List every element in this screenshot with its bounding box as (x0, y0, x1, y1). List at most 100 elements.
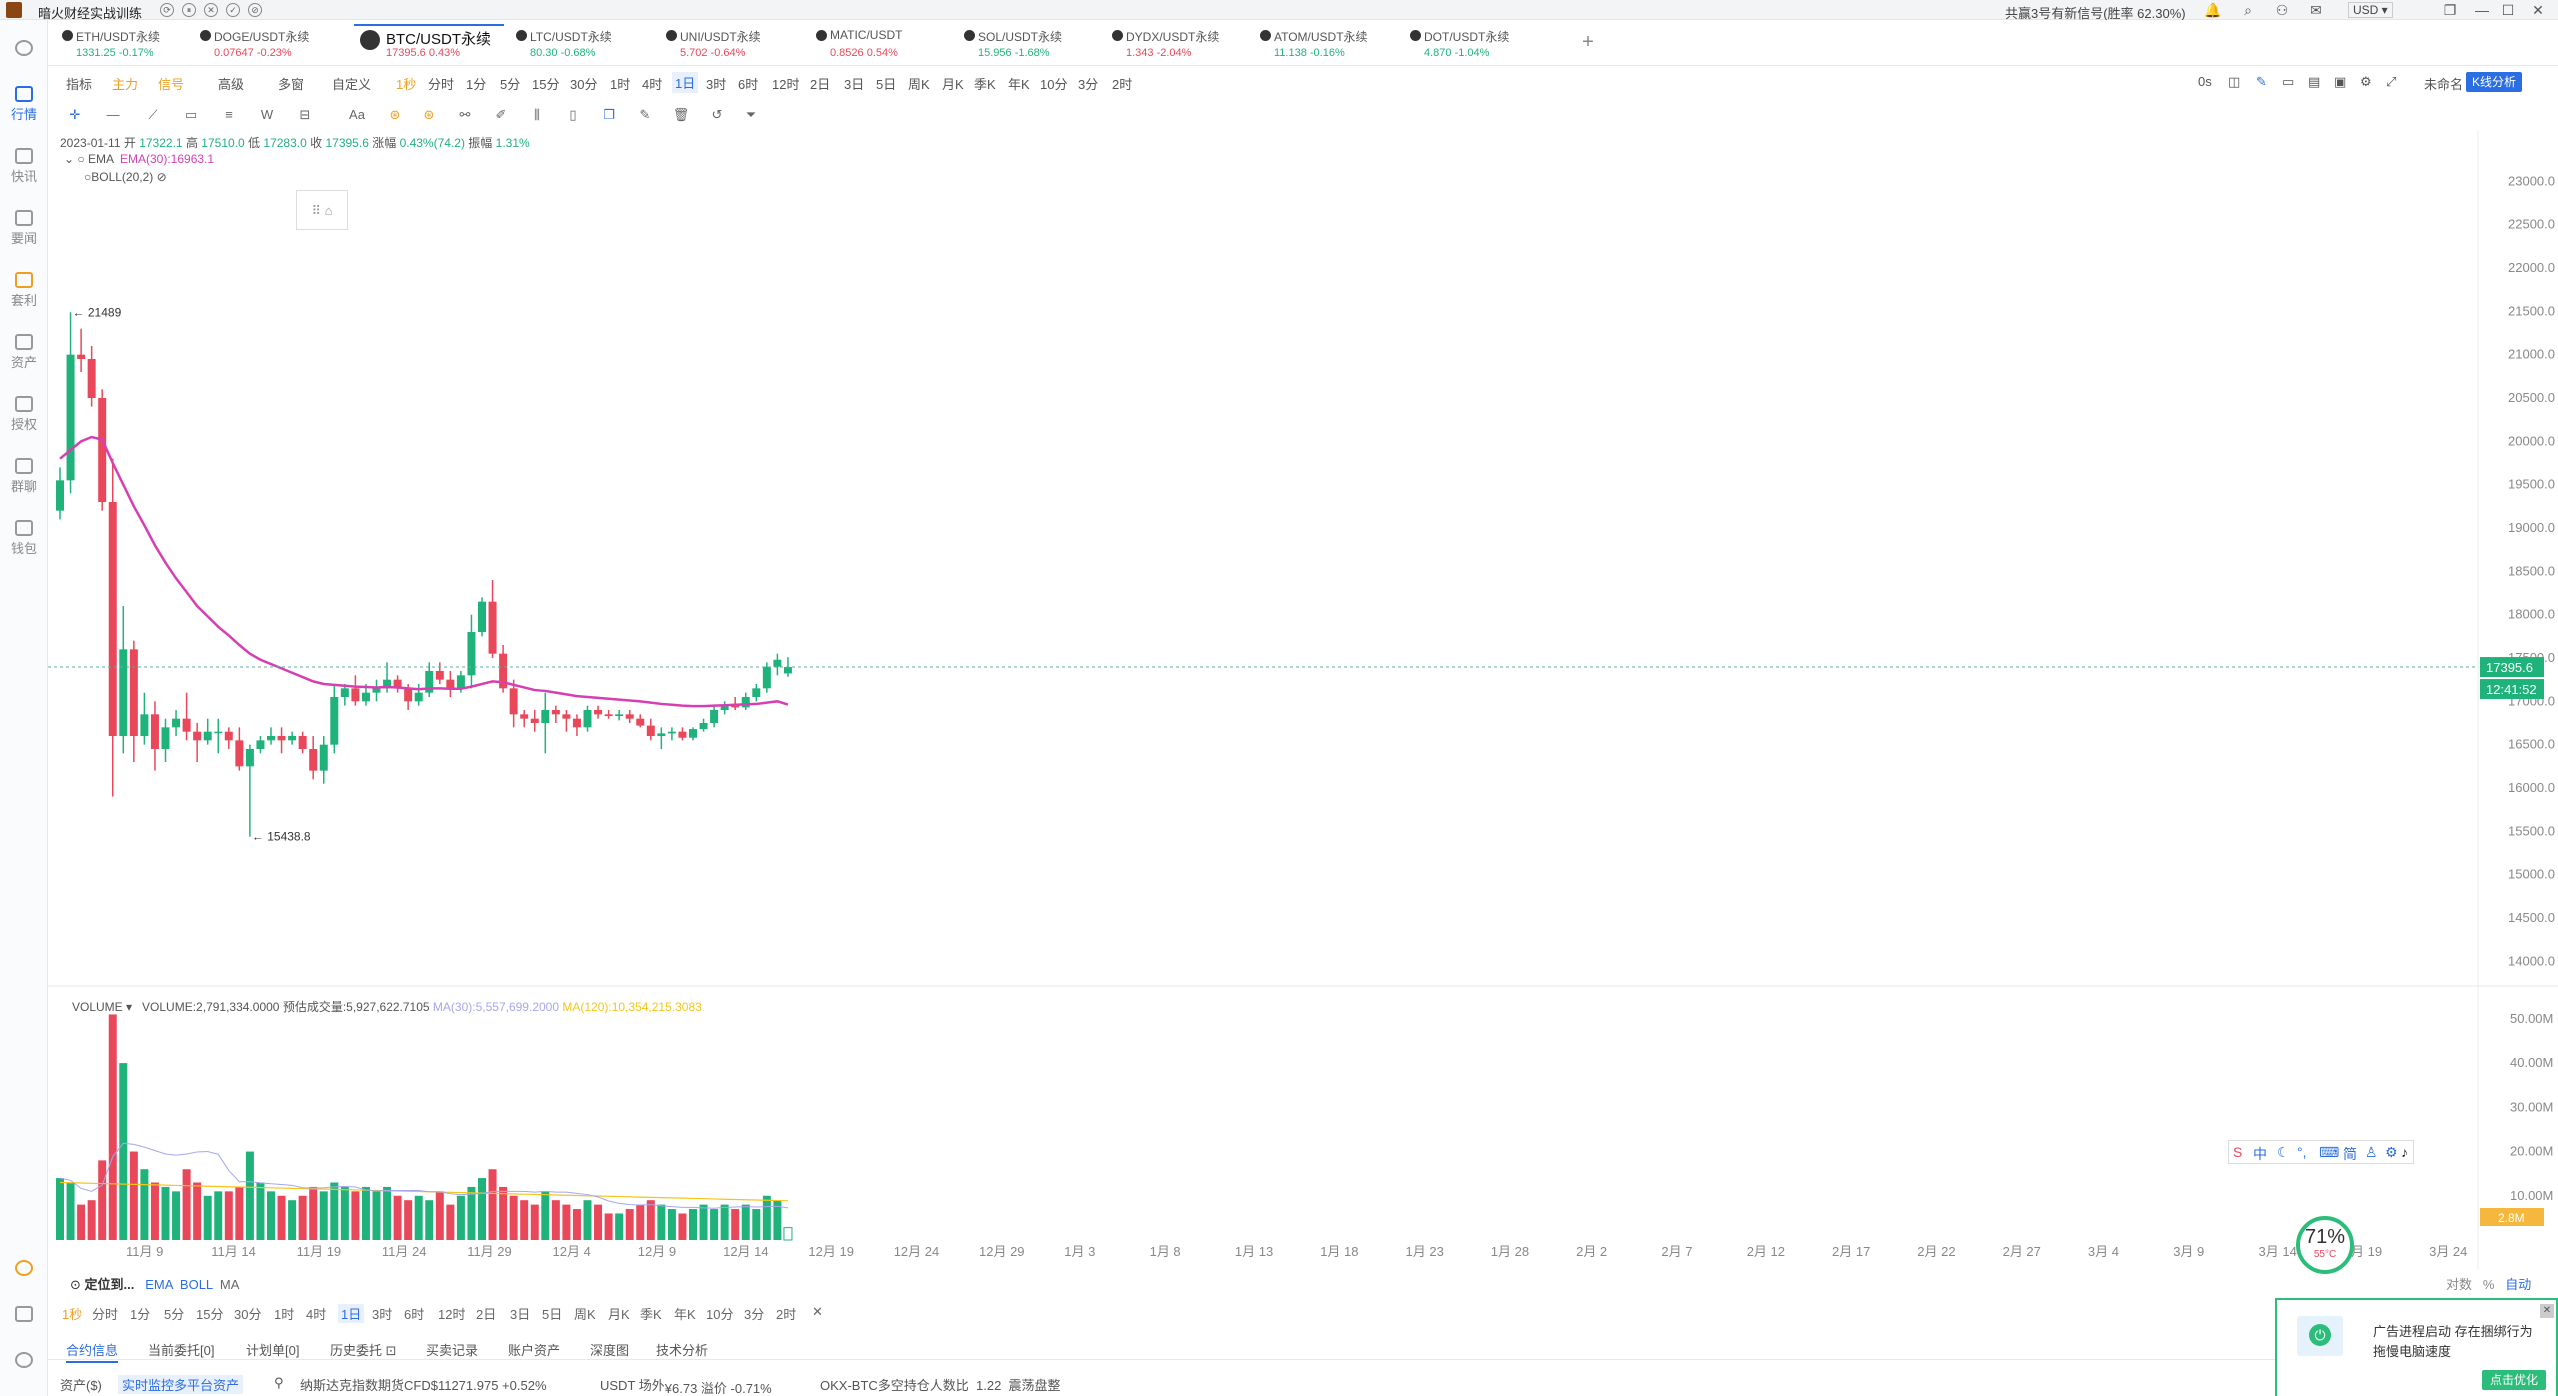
undo-icon[interactable]: ↺ (711, 107, 723, 122)
trash-icon[interactable]: 🗑 (672, 107, 690, 122)
btf-quarter[interactable]: 季K (640, 1307, 662, 1322)
block-icon[interactable]: ⊘ (248, 3, 262, 17)
indicator-button[interactable]: 指标 (66, 77, 93, 92)
usdt-otc[interactable]: USDT 场外 ¥6.73 溢价 -0.71% (600, 1378, 772, 1396)
sidebar-item-market[interactable]: 行情 (0, 86, 48, 123)
sidebar-item-arbitrage[interactable]: 套利 (0, 272, 48, 309)
layout-icon[interactable]: ▭ (2282, 74, 2295, 89)
btf-15m[interactable]: 15分 (196, 1307, 224, 1322)
camera-icon[interactable]: ◫ (2228, 74, 2241, 89)
tab-depth[interactable]: 深度图 (590, 1343, 630, 1358)
tab-matic[interactable]: MATIC/USDT 0.8526 0.54% (814, 26, 954, 62)
tab-trade-records[interactable]: 买卖记录 (426, 1343, 479, 1358)
clipboard-icon[interactable]: ▯ (569, 107, 577, 122)
brush-icon[interactable]: ✐ (495, 107, 507, 122)
ime-gear-icon[interactable]: ⚙ (2385, 1144, 2398, 1160)
ime-keyboard-icon[interactable]: ⌨ (2319, 1144, 2340, 1160)
crosshair-icon[interactable]: ✛ (69, 107, 81, 122)
percent-toggle[interactable]: % (2482, 1277, 2495, 1292)
ime-lang-icon[interactable]: 中 (2253, 1146, 2267, 1162)
tf-2h[interactable]: 2时 (1112, 77, 1133, 92)
advanced-button[interactable]: 高级 (218, 77, 245, 92)
tab-dydx[interactable]: DYDX/USDT永续 1.343 -2.04% (1110, 26, 1260, 62)
trendline-icon[interactable]: ⟋ (148, 107, 158, 122)
tab-tech-analysis[interactable]: 技术分析 (656, 1343, 709, 1358)
unnamed-layout[interactable]: 未命名 (2424, 77, 2464, 92)
tab-plan-orders[interactable]: 计划单[0] (246, 1343, 300, 1358)
cpu-gauge[interactable]: 71% 55°C (2296, 1216, 2354, 1274)
lock-icon[interactable]: ⊛ (423, 107, 435, 122)
tf-year[interactable]: 年K (1008, 77, 1030, 92)
ema-legend[interactable]: ⌄ ○ EMA EMA(30):16963.1 (64, 152, 215, 166)
rectangle-icon[interactable]: ▭ (184, 107, 198, 122)
gear-icon[interactable]: ⚙ (2360, 74, 2372, 89)
tf-month[interactable]: 月K (942, 77, 964, 92)
ime-shirt-icon[interactable]: ♙ (2365, 1144, 2378, 1160)
fib-icon[interactable]: ≡ (225, 107, 233, 122)
sidebar-item-headlines[interactable]: 要闻 (0, 210, 48, 247)
btf-2d[interactable]: 2日 (476, 1307, 497, 1322)
ma-toggle[interactable]: MA (219, 1277, 240, 1292)
ime-punct-icon[interactable]: °, (2297, 1144, 2307, 1160)
btf-1m[interactable]: 1分 (130, 1307, 151, 1322)
btf-1s[interactable]: 1秒 (62, 1307, 83, 1322)
btf-2h[interactable]: 2时 (776, 1307, 797, 1322)
tab-doge[interactable]: DOGE/USDT永续 0.07647 -0.23% (198, 26, 338, 62)
sidebar-item-auth[interactable]: 授权 (0, 396, 48, 433)
custom-button[interactable]: 自定义 (332, 77, 372, 92)
tf-1s[interactable]: 1秒 (396, 77, 417, 92)
refresh-icon[interactable]: ⟳ (160, 3, 174, 17)
add-tab-icon[interactable]: + (1582, 31, 1594, 53)
tf-30m[interactable]: 30分 (570, 77, 598, 92)
tf-5d[interactable]: 5日 (876, 77, 897, 92)
minimize-icon[interactable]: — (2475, 2, 2489, 18)
boll-legend[interactable]: ○BOLL(20,2) ⊘ (84, 170, 167, 184)
pen-icon[interactable]: ✎ (2256, 74, 2267, 89)
tf-5m[interactable]: 5分 (500, 77, 521, 92)
tf-10m[interactable]: 10分 (1040, 77, 1068, 92)
ime-skin-icon[interactable]: 简 (2343, 1146, 2357, 1162)
chart-mini-toolbar[interactable]: ⠿ ⌂ (296, 190, 348, 230)
btf-3d[interactable]: 3日 (510, 1307, 531, 1322)
monitor-assets-link[interactable]: 实时监控多平台资产 (118, 1375, 244, 1394)
globe-icon[interactable] (0, 40, 48, 58)
sidebar-item-news[interactable]: 快讯 (0, 148, 48, 185)
assets-label[interactable]: 资产($) (60, 1378, 102, 1393)
shirt-icon[interactable]: ⚇ (2275, 2, 2289, 18)
btf-week[interactable]: 周K (574, 1307, 596, 1322)
tf-quarter[interactable]: 季K (974, 77, 996, 92)
pin-icon[interactable]: ⚲ (274, 1375, 284, 1390)
nasdaq-cfd[interactable]: 纳斯达克指数期货CFD $11271.975 +0.52% (300, 1378, 547, 1393)
tf-week[interactable]: 周K (908, 77, 930, 92)
tab-contract-info[interactable]: 合约信息 (66, 1340, 119, 1363)
kline-analysis-button[interactable]: K线分析 (2466, 72, 2522, 92)
search-icon[interactable]: ⌕ (2244, 2, 2252, 18)
tf-3d[interactable]: 3日 (844, 77, 865, 92)
auto-scale-toggle[interactable]: 自动 (2505, 1277, 2532, 1292)
ime-tiktok-icon[interactable]: ♪ (2401, 1144, 2408, 1160)
copy-icon[interactable]: ❐ (603, 107, 615, 122)
log-scale-toggle[interactable]: 对数 (2446, 1277, 2473, 1292)
locate-button[interactable]: 定位到... (84, 1277, 135, 1292)
tab-btc[interactable]: BTC/USDT永续 17395.6 0.43% (354, 24, 504, 64)
main-force-button[interactable]: 主力 (112, 77, 139, 92)
bell-icon[interactable]: 🔔 (2204, 2, 2222, 18)
btf-year[interactable]: 年K (674, 1307, 696, 1322)
pause-icon[interactable]: ⏸ (182, 3, 196, 17)
tab-eth[interactable]: ETH/USDT永续 1331.25 -0.17% (60, 26, 200, 62)
magnet-icon[interactable]: ⊛ (389, 107, 401, 122)
filter-icon[interactable]: ⏷ (745, 107, 757, 122)
edit-icon[interactable]: ✎ (639, 107, 651, 122)
btf-3m[interactable]: 3分 (744, 1307, 765, 1322)
maximize-icon[interactable]: ☐ (2501, 2, 2515, 18)
sidebar-item-wallet[interactable]: 钱包 (0, 520, 48, 557)
ruler-icon[interactable]: ⊟ (299, 107, 311, 122)
settings-icon[interactable] (0, 1352, 48, 1370)
tab-account-assets[interactable]: 账户资产 (508, 1343, 561, 1358)
tab-sol[interactable]: SOL/USDT永续 15.956 -1.68% (962, 26, 1102, 62)
tf-1h[interactable]: 1时 (610, 77, 631, 92)
btf-month[interactable]: 月K (608, 1307, 630, 1322)
tab-current-orders[interactable]: 当前委托[0] (148, 1343, 215, 1358)
mail-icon[interactable]: ✉ (2310, 2, 2322, 18)
vip-icon[interactable] (0, 1260, 48, 1278)
